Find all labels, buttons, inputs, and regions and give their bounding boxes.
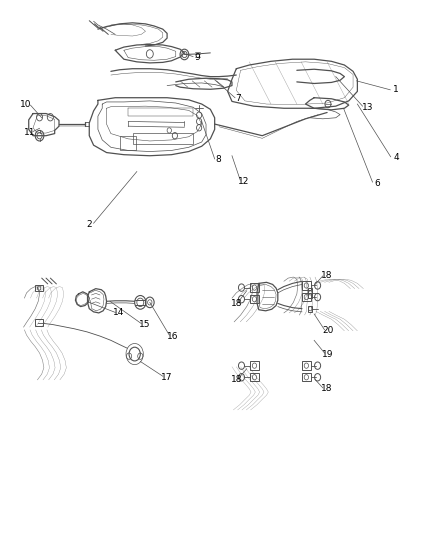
Bar <box>250 361 259 370</box>
Bar <box>250 284 259 292</box>
Text: 20: 20 <box>322 326 334 335</box>
Text: 18: 18 <box>231 375 243 384</box>
Bar <box>308 305 312 312</box>
Text: 8: 8 <box>215 156 221 165</box>
Bar <box>308 288 312 298</box>
Text: 18: 18 <box>231 299 243 308</box>
Text: 10: 10 <box>20 100 31 109</box>
Text: 4: 4 <box>393 154 399 163</box>
Text: 17: 17 <box>160 373 172 382</box>
Text: 16: 16 <box>167 332 178 341</box>
Text: 19: 19 <box>322 350 334 359</box>
Text: 7: 7 <box>236 94 241 103</box>
Bar <box>35 285 43 292</box>
Bar <box>133 133 193 144</box>
Bar <box>35 319 43 326</box>
Bar <box>120 136 136 150</box>
Bar <box>302 361 311 370</box>
Text: 13: 13 <box>362 103 374 112</box>
Text: 2: 2 <box>86 220 92 229</box>
Bar <box>302 373 311 382</box>
Text: 18: 18 <box>321 384 332 393</box>
Text: 9: 9 <box>194 53 200 62</box>
Text: 11: 11 <box>24 127 35 136</box>
Bar <box>250 373 259 382</box>
Text: 1: 1 <box>393 85 399 94</box>
Text: 18: 18 <box>321 271 332 280</box>
Bar <box>302 293 311 301</box>
Bar <box>302 281 311 290</box>
Bar <box>250 295 259 303</box>
Text: 15: 15 <box>139 320 150 329</box>
Text: 14: 14 <box>113 309 124 318</box>
Text: 12: 12 <box>238 176 250 185</box>
Text: 6: 6 <box>374 179 380 188</box>
